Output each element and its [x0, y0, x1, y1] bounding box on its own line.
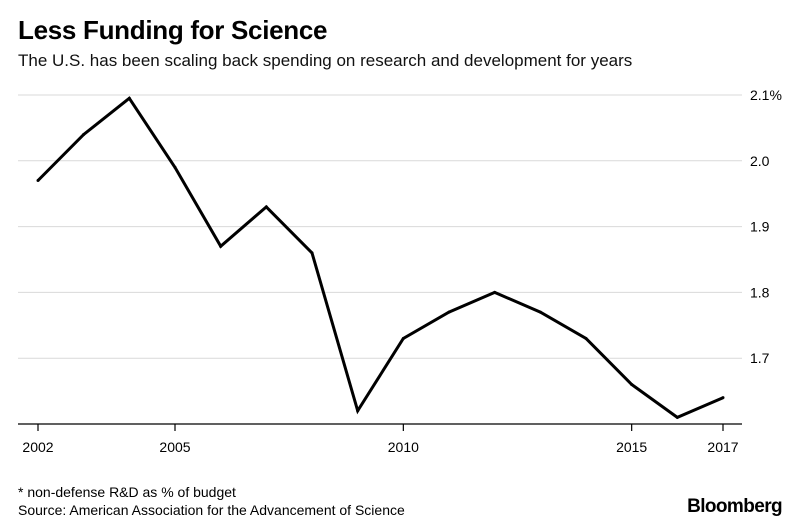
x-axis — [18, 423, 742, 431]
data-point-2002 — [36, 179, 40, 183]
data-point-2016 — [675, 415, 679, 419]
y-tick-label: 2.0 — [750, 153, 770, 169]
data-point-2014 — [584, 336, 588, 340]
x-tick-label: 2002 — [22, 439, 53, 455]
bloomberg-logo: Bloomberg — [687, 496, 782, 517]
data-point-2005 — [173, 165, 177, 169]
data-point-2009 — [356, 409, 360, 413]
data-point-2003 — [82, 132, 86, 136]
data-point-2006 — [219, 244, 223, 248]
data-point-2013 — [538, 310, 542, 314]
data-point-2007 — [264, 205, 268, 209]
x-axis-labels: 2002 2005 2010 2015 2017 — [22, 439, 738, 455]
x-tick-label: 2005 — [159, 439, 190, 455]
data-point-2015 — [630, 383, 634, 387]
y-axis-labels: 1.7 1.8 1.9 2.0 2.1% — [750, 87, 782, 366]
gridlines — [18, 94, 742, 359]
data-point-2012 — [493, 290, 497, 294]
data-point-2010 — [401, 336, 405, 340]
chart-subtitle: The U.S. has been scaling back spending … — [18, 51, 633, 70]
footnote: * non-defense R&D as % of budget — [18, 484, 236, 500]
data-point-2008 — [310, 251, 314, 255]
x-tick-label: 2010 — [388, 439, 419, 455]
series-line — [36, 96, 724, 420]
y-tick-label: 1.9 — [750, 219, 770, 235]
x-tick-label: 2017 — [707, 439, 738, 455]
y-tick-label: 1.8 — [750, 284, 770, 300]
chart-title: Less Funding for Science — [18, 15, 328, 45]
data-point-2011 — [447, 310, 451, 314]
line-chart: 1.7 1.8 1.9 2.0 2.1% 2002 2005 2010 2015 2017 — [18, 87, 782, 455]
data-point-2017 — [721, 396, 725, 400]
y-tick-label: 1.7 — [750, 350, 770, 366]
data-point-2004 — [127, 96, 131, 100]
series-layer — [36, 96, 725, 420]
x-tick-label: 2015 — [616, 439, 647, 455]
y-tick-label: 2.1% — [750, 87, 782, 103]
source-note: Source: American Association for the Adv… — [18, 502, 405, 518]
